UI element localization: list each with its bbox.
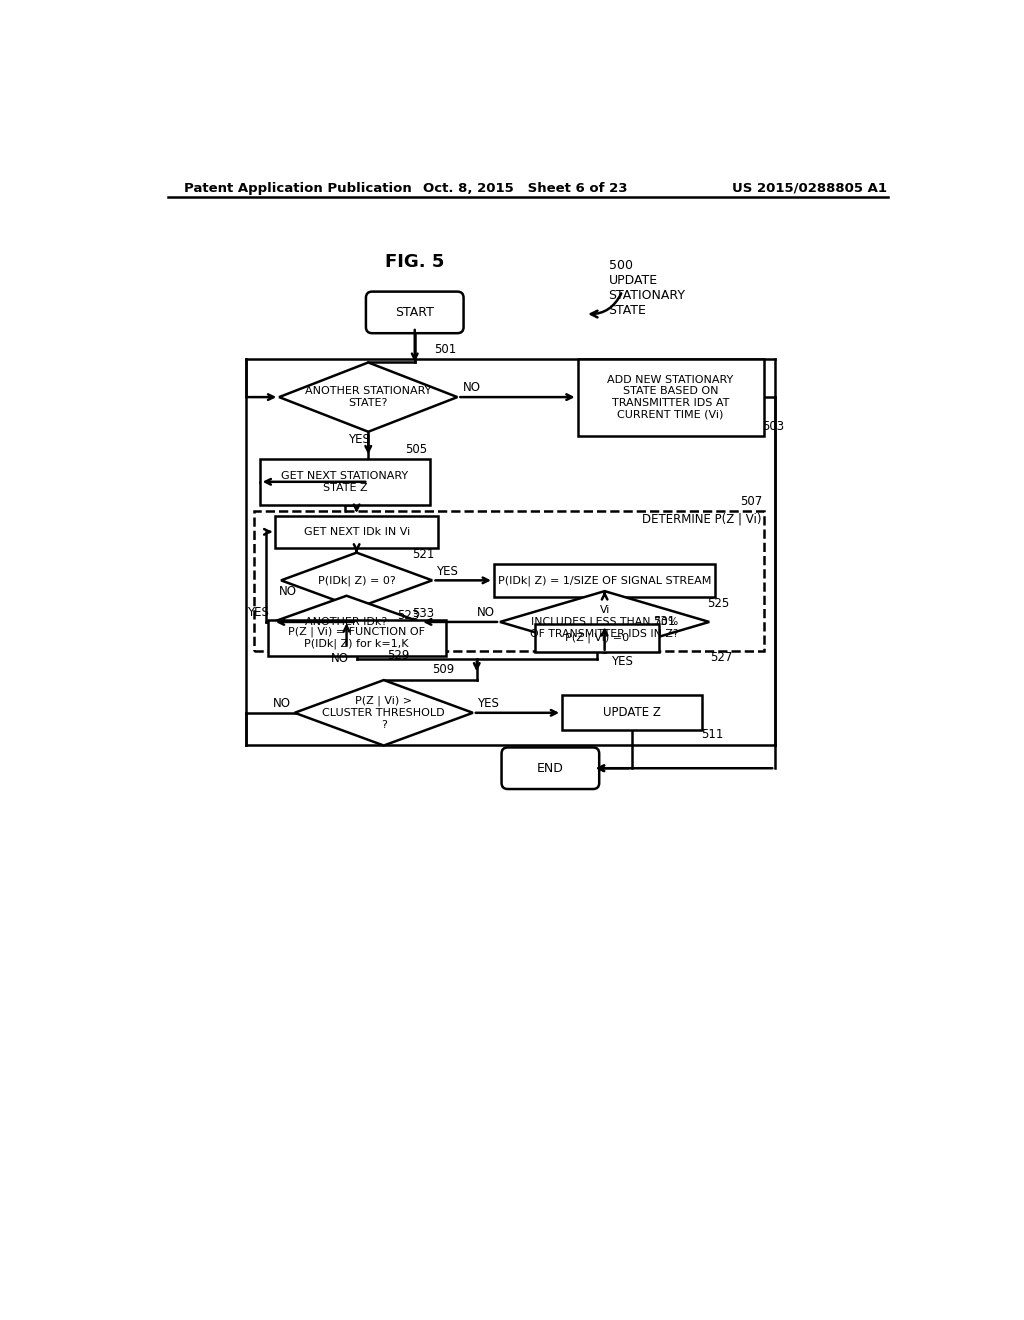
Polygon shape bbox=[281, 553, 432, 609]
Text: 505: 505 bbox=[406, 444, 428, 455]
Text: GET NEXT IDk IN Vi: GET NEXT IDk IN Vi bbox=[303, 527, 410, 537]
FancyBboxPatch shape bbox=[535, 624, 658, 652]
FancyBboxPatch shape bbox=[502, 747, 599, 789]
Text: 523: 523 bbox=[397, 610, 419, 622]
Text: NO: NO bbox=[280, 585, 297, 598]
Text: 507: 507 bbox=[739, 495, 762, 508]
Text: US 2015/0288805 A1: US 2015/0288805 A1 bbox=[732, 182, 888, 194]
Text: P(Z | Vi) =0: P(Z | Vi) =0 bbox=[565, 632, 629, 643]
Polygon shape bbox=[500, 591, 710, 653]
Text: 531: 531 bbox=[652, 615, 675, 628]
FancyBboxPatch shape bbox=[366, 292, 464, 333]
Text: 503: 503 bbox=[762, 420, 784, 433]
Polygon shape bbox=[273, 595, 420, 648]
FancyBboxPatch shape bbox=[267, 620, 445, 656]
FancyBboxPatch shape bbox=[275, 516, 438, 548]
Text: 509: 509 bbox=[432, 663, 454, 676]
Text: 500
UPDATE
STATIONARY
STATE: 500 UPDATE STATIONARY STATE bbox=[608, 259, 685, 317]
Text: YES: YES bbox=[611, 656, 633, 668]
FancyBboxPatch shape bbox=[578, 359, 764, 436]
Text: Vi
INCLUDES LESS THAN 70%
OF TRANSMITTER IDS IN Z?: Vi INCLUDES LESS THAN 70% OF TRANSMITTER… bbox=[530, 606, 679, 639]
Text: FIG. 5: FIG. 5 bbox=[385, 253, 444, 272]
Text: Patent Application Publication: Patent Application Publication bbox=[183, 182, 412, 194]
FancyArrowPatch shape bbox=[591, 293, 622, 317]
Text: P(Z | Vi) >
CLUSTER THRESHOLD
?: P(Z | Vi) > CLUSTER THRESHOLD ? bbox=[323, 696, 445, 730]
Text: 521: 521 bbox=[413, 548, 435, 561]
Text: YES: YES bbox=[247, 606, 269, 619]
FancyBboxPatch shape bbox=[495, 564, 715, 597]
Text: NO: NO bbox=[272, 697, 291, 710]
Text: YES: YES bbox=[435, 565, 458, 578]
FancyBboxPatch shape bbox=[254, 511, 764, 651]
Text: NO: NO bbox=[476, 606, 495, 619]
Text: UPDATE Z: UPDATE Z bbox=[603, 706, 660, 719]
Text: NO: NO bbox=[332, 652, 349, 665]
Text: 525: 525 bbox=[707, 597, 729, 610]
Text: START: START bbox=[395, 306, 434, 319]
Text: Oct. 8, 2015   Sheet 6 of 23: Oct. 8, 2015 Sheet 6 of 23 bbox=[423, 182, 627, 194]
Text: P(IDk| Z) = 1/SIZE OF SIGNAL STREAM: P(IDk| Z) = 1/SIZE OF SIGNAL STREAM bbox=[498, 576, 712, 586]
FancyBboxPatch shape bbox=[562, 696, 701, 730]
Text: ANOTHER STATIONARY
STATE?: ANOTHER STATIONARY STATE? bbox=[305, 387, 431, 408]
Text: 529: 529 bbox=[387, 649, 410, 663]
Text: 511: 511 bbox=[701, 727, 724, 741]
Text: ANOTHER IDk?: ANOTHER IDk? bbox=[305, 616, 388, 627]
Text: YES: YES bbox=[348, 433, 370, 446]
Polygon shape bbox=[295, 680, 473, 746]
Text: P(Z | Vi) = FUNCTION OF
P(IDk| Z) for k=1,K: P(Z | Vi) = FUNCTION OF P(IDk| Z) for k=… bbox=[288, 627, 425, 649]
Text: 527: 527 bbox=[710, 651, 732, 664]
Text: ADD NEW STATIONARY
STATE BASED ON
TRANSMITTER IDS AT
CURRENT TIME (Vi): ADD NEW STATIONARY STATE BASED ON TRANSM… bbox=[607, 375, 733, 420]
Text: 533: 533 bbox=[413, 607, 434, 620]
Text: DETERMINE P(Z | Vi): DETERMINE P(Z | Vi) bbox=[642, 512, 762, 525]
FancyBboxPatch shape bbox=[260, 459, 430, 506]
Text: P(IDk| Z) = 0?: P(IDk| Z) = 0? bbox=[317, 576, 395, 586]
Text: YES: YES bbox=[477, 697, 499, 710]
Text: 501: 501 bbox=[434, 343, 457, 356]
Text: GET NEXT STATIONARY
STATE Z: GET NEXT STATIONARY STATE Z bbox=[282, 471, 409, 492]
Polygon shape bbox=[280, 363, 458, 432]
Text: NO: NO bbox=[463, 381, 481, 395]
Text: END: END bbox=[537, 762, 564, 775]
